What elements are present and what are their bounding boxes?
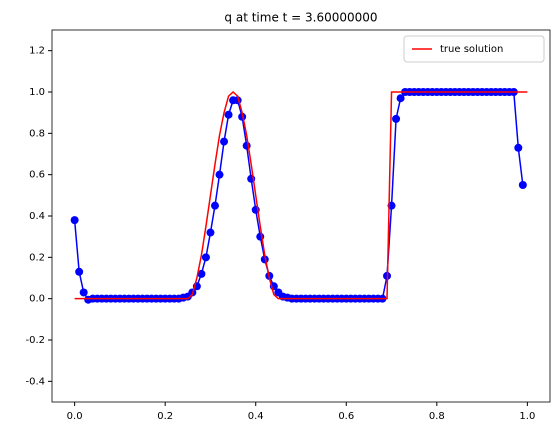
chart-title: q at time t = 3.60000000: [224, 11, 377, 25]
x-tick-label: 0.6: [338, 411, 354, 422]
y-tick-label: 0.2: [29, 252, 45, 263]
data-point: [201, 253, 210, 262]
legend-box: [403, 35, 545, 63]
y-tick-label: 0.0: [29, 294, 45, 305]
data-point: [224, 110, 233, 119]
data-point: [79, 288, 88, 297]
data-point: [210, 201, 219, 210]
data-point: [514, 143, 523, 152]
data-point: [215, 170, 224, 179]
x-tick-label: 0.2: [157, 411, 173, 422]
data-point: [260, 255, 269, 264]
data-point: [518, 181, 527, 189]
data-point: [220, 137, 229, 146]
legend-label: true solution: [440, 44, 503, 55]
y-tick-label: 0.6: [29, 170, 45, 181]
data-point: [396, 94, 405, 103]
data-point: [70, 216, 79, 225]
data-point: [206, 228, 215, 237]
y-tick-label: -0.4: [25, 376, 45, 387]
data-point: [238, 112, 247, 121]
series-line: [74, 90, 528, 300]
y-tick-label: 0.4: [29, 211, 45, 222]
y-tick-label: 1.2: [29, 46, 45, 57]
x-tick-label: 0.4: [248, 411, 264, 422]
axes-frame: [51, 29, 551, 403]
x-tick-label: 0.0: [67, 411, 83, 422]
x-tick-label: 1.0: [519, 411, 535, 422]
y-tick-label: 1.0: [29, 87, 45, 98]
x-tick-label: 0.8: [429, 411, 445, 422]
data-point: [75, 267, 84, 276]
y-tick-label: 0.8: [29, 128, 45, 139]
y-tick-label: -0.2: [25, 335, 45, 346]
data-point: [392, 114, 401, 123]
data-point: [197, 269, 206, 278]
